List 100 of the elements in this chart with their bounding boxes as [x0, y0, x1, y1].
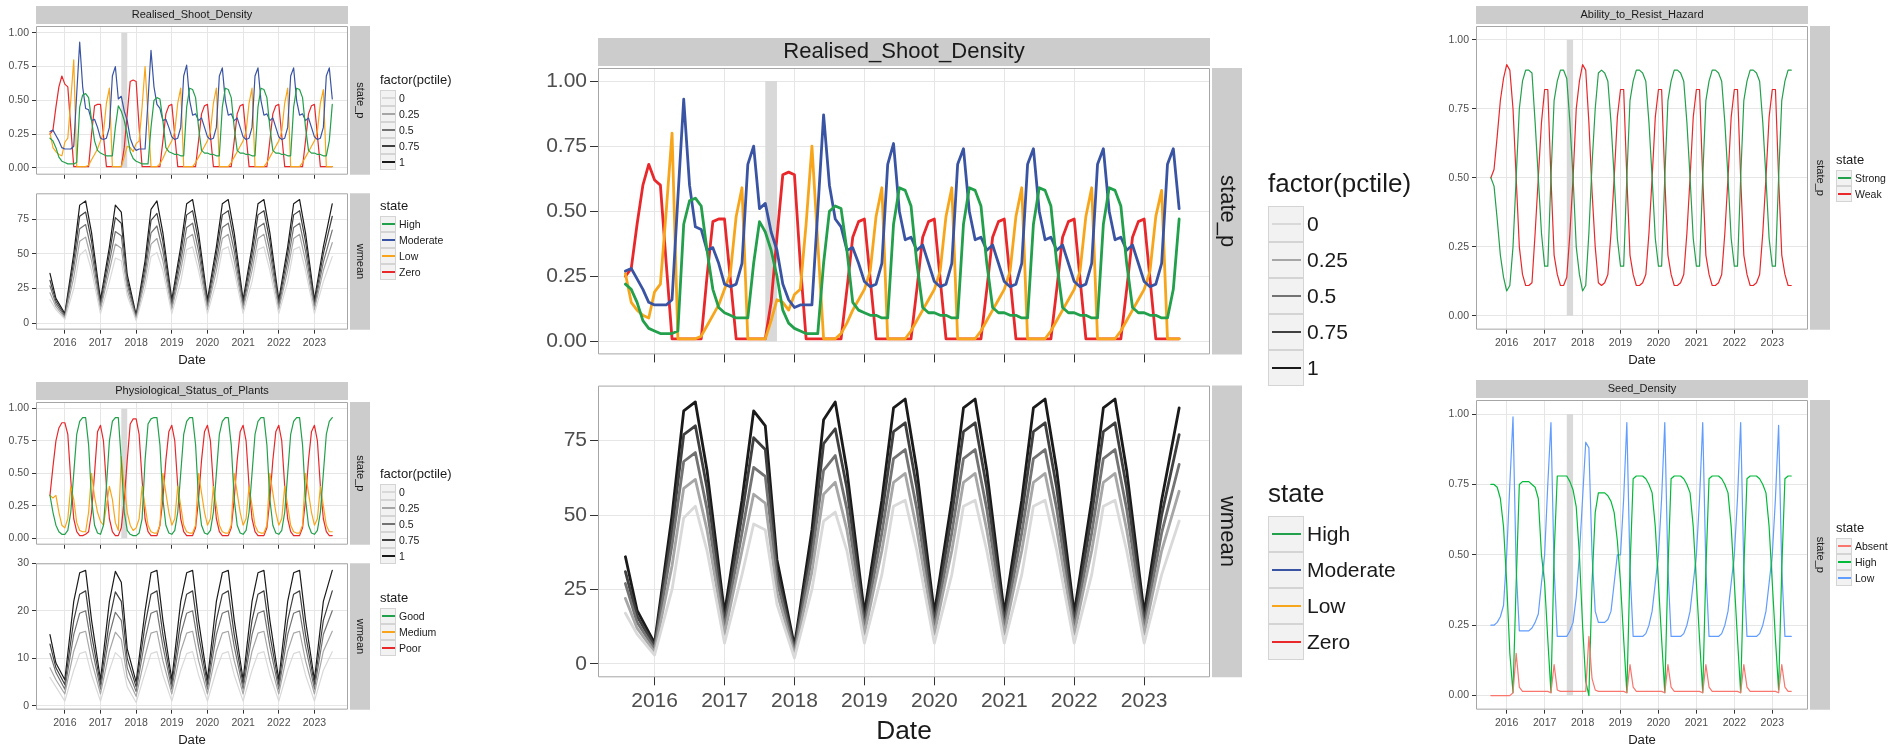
y-tick-label: 75 [563, 427, 587, 451]
y-tick-label: 0.00 [8, 160, 30, 173]
y-axis-title: state_p [354, 82, 367, 119]
x-tick-label: 2023 [1760, 715, 1785, 728]
x-tick-label: 2019 [1608, 335, 1633, 348]
x-tick-label: 2023 [302, 715, 327, 728]
chart-title: Seed_Density [1607, 382, 1677, 395]
y-tick-label: 0.25 [1448, 618, 1470, 631]
legend-label: 0.25 [399, 502, 420, 514]
x-tick-label: 2020 [1646, 335, 1671, 348]
x-tick-label: 2017 [701, 687, 748, 711]
legend-label: High [1307, 522, 1351, 546]
legend-title: factor(pctile) [1268, 168, 1412, 199]
legend-label: 0.5 [1307, 284, 1337, 308]
y-tick-label: 20 [17, 603, 30, 616]
y-tick-label: 0.00 [1448, 688, 1470, 701]
legend-label: 0.5 [399, 518, 414, 530]
y-tick-label: 0.00 [546, 328, 587, 352]
y-axis-title: wmean [354, 242, 367, 280]
y-axis-title: state_p [1814, 159, 1827, 196]
y-axis-title: wmean [1215, 494, 1241, 567]
legend-label: Absent [1855, 540, 1888, 552]
chart-title: Realised_Shoot_Density [131, 8, 253, 21]
y-tick-label: 50 [563, 501, 587, 525]
legend-label: 0.75 [399, 534, 420, 546]
x-tick-label: 2022 [1050, 687, 1098, 711]
x-tick-label: 2023 [302, 335, 327, 348]
x-axis-title: Date [876, 715, 932, 746]
y-tick-label: 25 [563, 576, 587, 600]
legend-title: state [380, 590, 410, 605]
y-tick-label: 75 [17, 211, 30, 224]
legend-label: 0.25 [1307, 248, 1348, 272]
x-tick-label: 2023 [1120, 687, 1168, 711]
legend-label: Poor [399, 642, 422, 654]
legend-label: 0 [1307, 212, 1319, 236]
y-tick-label: 0.00 [1448, 308, 1470, 321]
x-tick-label: 2018 [124, 715, 148, 728]
x-axis-title: Date [178, 731, 206, 747]
x-tick-label: 2016 [1495, 335, 1519, 348]
x-tick-label: 2019 [160, 715, 184, 728]
legend-title: state [1268, 478, 1326, 509]
x-tick-label: 2020 [195, 715, 220, 728]
x-tick-label: 2017 [88, 335, 113, 348]
y-tick-label: 0 [575, 650, 587, 674]
x-tick-label: 2016 [53, 715, 77, 728]
y-tick-label: 0.75 [546, 132, 587, 156]
legend-label: Zero [1307, 630, 1351, 654]
y-tick-label: 0.25 [8, 498, 30, 511]
legend-title: state [380, 198, 410, 213]
y-tick-label: 1.00 [1448, 32, 1470, 45]
legend-label: Low [399, 250, 419, 262]
x-tick-label: 2021 [231, 335, 255, 348]
y-tick-label: 0.50 [1448, 547, 1470, 560]
x-tick-label: 2019 [841, 687, 888, 711]
x-tick-label: 2017 [88, 715, 113, 728]
y-tick-label: 0.25 [546, 263, 587, 287]
legend-title: factor(pctile) [380, 466, 452, 481]
y-tick-label: 50 [17, 246, 30, 259]
legend-label: High [1855, 556, 1877, 568]
x-tick-label: 2020 [910, 687, 958, 711]
y-tick-label: 0.50 [546, 198, 587, 221]
legend-label: Strong [1855, 172, 1886, 184]
x-tick-label: 2022 [267, 335, 291, 348]
x-tick-label: 2019 [160, 335, 184, 348]
legend-label: Low [1855, 572, 1875, 584]
legend-label: 1 [399, 156, 405, 168]
y-axis-title: wmean [354, 617, 367, 655]
y-tick-label: 25 [17, 281, 30, 294]
legend-label: Good [399, 610, 425, 622]
x-tick-label: 2020 [195, 335, 220, 348]
y-tick-label: 1.00 [8, 25, 30, 38]
legend-label: Moderate [1307, 558, 1396, 582]
x-axis-title: Date [1628, 351, 1656, 367]
x-tick-label: 2022 [1722, 715, 1747, 728]
legend-label: Medium [399, 626, 437, 638]
y-axis-title: state_p [354, 455, 367, 492]
y-tick-label: 0.75 [1448, 101, 1470, 114]
x-tick-label: 2016 [631, 687, 678, 711]
y-tick-label: 1.00 [546, 67, 587, 91]
legend-label: 0.25 [399, 108, 420, 120]
y-tick-label: 0 [23, 316, 30, 329]
x-tick-label: 2020 [1646, 715, 1671, 728]
x-tick-label: 2018 [1570, 715, 1595, 728]
legend-title: state [1836, 520, 1866, 535]
y-tick-label: 1.00 [8, 401, 30, 414]
x-tick-label: 2017 [1532, 335, 1557, 348]
x-tick-label: 2018 [771, 687, 818, 711]
chart-title: Physiological_Status_of_Plants [115, 384, 270, 397]
legend-label: 0 [399, 92, 405, 104]
y-tick-label: 0.00 [8, 531, 30, 544]
x-tick-label: 2016 [53, 335, 77, 348]
legend-label: 1 [1307, 356, 1319, 380]
legend-label: Low [1307, 594, 1346, 618]
x-tick-label: 2022 [267, 715, 291, 728]
y-tick-label: 0 [23, 698, 30, 711]
x-axis-title: Date [1628, 731, 1656, 747]
x-tick-label: 2016 [1495, 715, 1519, 728]
y-tick-label: 1.00 [1448, 406, 1470, 419]
legend-title: factor(pctile) [380, 72, 452, 87]
x-tick-label: 2018 [1570, 335, 1595, 348]
